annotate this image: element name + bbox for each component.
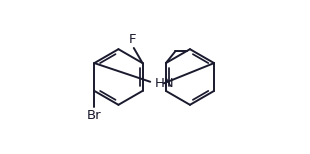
Text: Br: Br (87, 109, 102, 122)
Text: HN: HN (155, 77, 175, 90)
Text: F: F (128, 33, 136, 46)
